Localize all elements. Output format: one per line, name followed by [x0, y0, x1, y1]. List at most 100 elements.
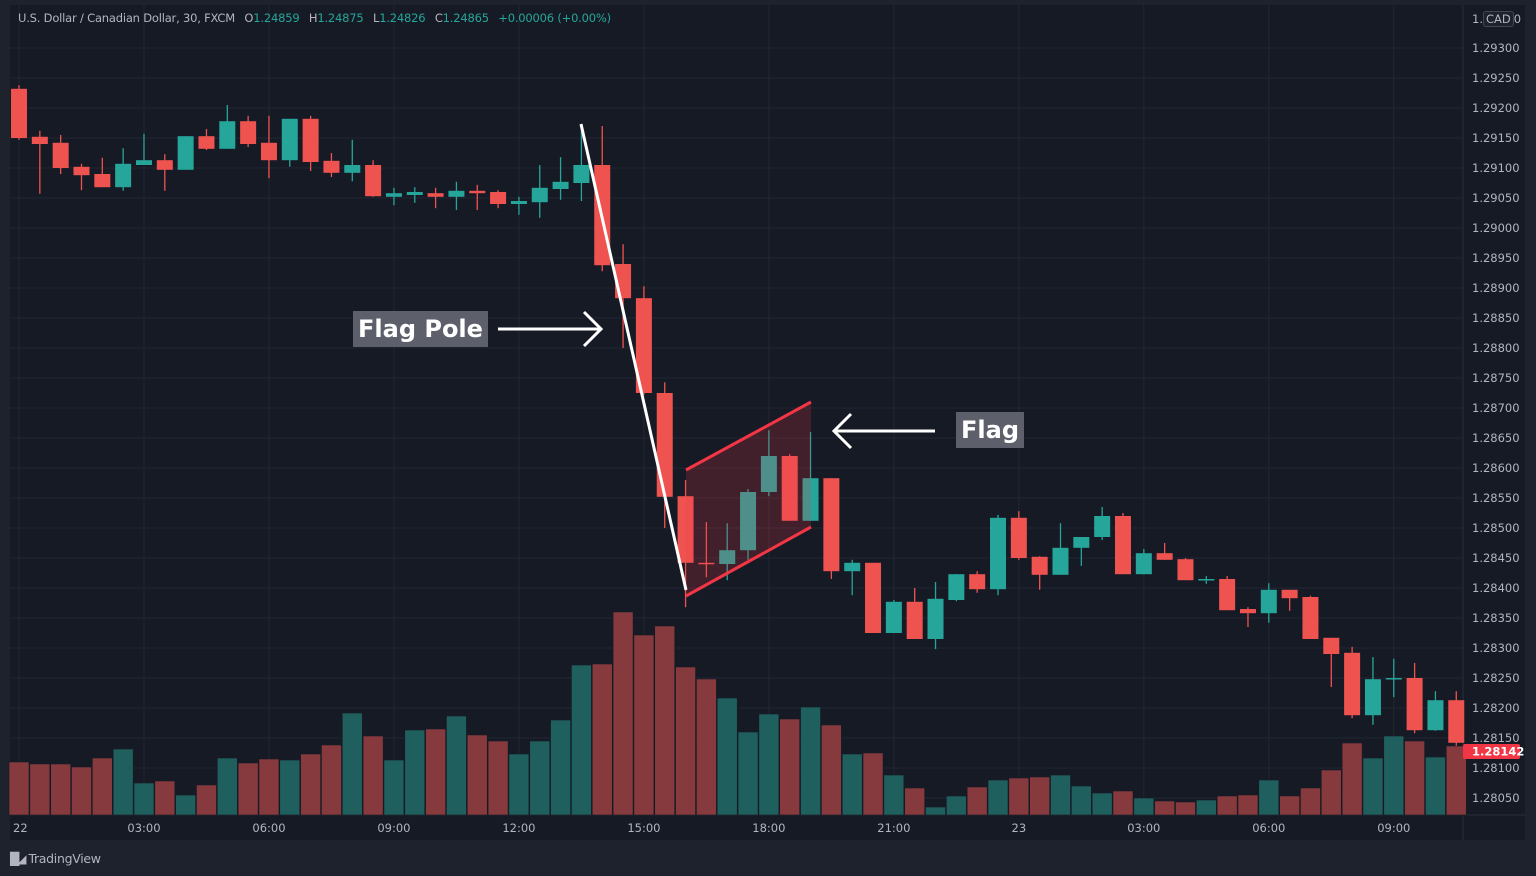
time-axis[interactable] [10, 815, 1463, 840]
candle-bullish[interactable] [385, 187, 402, 206]
candle-bearish[interactable] [635, 286, 652, 395]
volume-bar [196, 784, 217, 816]
candle-bullish[interactable] [948, 574, 965, 602]
candle-bearish[interactable] [1156, 543, 1173, 560]
currency-indicator[interactable]: 1. CAD 0 [1472, 11, 1521, 27]
candle-bearish[interactable] [1323, 637, 1340, 687]
volume-bar [862, 752, 884, 816]
volume-bar [966, 786, 988, 816]
flag-pole-label[interactable]: Flag Pole [353, 311, 488, 347]
candle-bearish[interactable] [365, 160, 382, 197]
symbol-legend[interactable]: U.S. Dollar / Canadian Dollar, 30, FXCM … [18, 11, 611, 25]
currency-badge[interactable]: CAD [1482, 11, 1514, 27]
flag-label[interactable]: Flag [956, 412, 1024, 448]
candle-bearish[interactable] [156, 154, 173, 191]
candle-bullish[interactable] [844, 559, 861, 596]
candle-body [510, 201, 527, 204]
candle-bearish[interactable] [94, 157, 111, 188]
candle-bullish[interactable] [885, 600, 902, 633]
candle-bearish[interactable] [52, 135, 69, 174]
candle-bearish[interactable] [469, 184, 486, 210]
candle-bearish[interactable] [781, 454, 798, 521]
candle-bearish[interactable] [1302, 595, 1319, 639]
candle-bullish[interactable] [1427, 691, 1444, 731]
candle-bullish[interactable] [531, 165, 548, 218]
candle-bearish[interactable] [698, 522, 715, 578]
time-tick-label: 06:00 [1252, 821, 1285, 835]
candle-bullish[interactable] [740, 489, 757, 560]
flag-upper-line[interactable] [685, 400, 812, 472]
candle-bullish[interactable] [927, 582, 944, 650]
candle-body [906, 601, 923, 639]
candle-bullish[interactable] [1364, 657, 1381, 725]
volume-bar [1216, 795, 1238, 816]
candle-bullish[interactable] [990, 514, 1007, 596]
candle-bearish[interactable] [656, 382, 673, 528]
candle-bullish[interactable] [1385, 658, 1402, 698]
tradingview-brand[interactable]: █◢ TradingView [10, 851, 101, 866]
candle-body [1364, 679, 1381, 716]
candle-bearish[interactable] [1010, 511, 1027, 560]
candle-bearish[interactable] [1177, 558, 1194, 581]
arrow-left-icon[interactable] [831, 412, 935, 450]
candle-bullish[interactable] [135, 133, 152, 165]
candle-bearish[interactable] [302, 115, 319, 171]
candle-bearish[interactable] [1219, 576, 1236, 611]
candle-bullish[interactable] [448, 181, 465, 210]
close-value: 1.24865 [442, 11, 489, 25]
symbol-title[interactable]: U.S. Dollar / Canadian Dollar, 30, FXCM [18, 11, 235, 25]
candle-bullish[interactable] [1260, 583, 1277, 623]
candle-bullish[interactable] [1094, 507, 1111, 540]
candle-bearish[interactable] [31, 130, 48, 194]
candle-bullish[interactable] [219, 105, 236, 149]
candle-bearish[interactable] [323, 153, 340, 177]
candle-bullish[interactable] [510, 196, 527, 215]
candle-bearish[interactable] [1448, 691, 1465, 746]
candle-bullish[interactable] [1135, 549, 1152, 575]
candle-bullish[interactable] [760, 430, 777, 497]
candle-bearish[interactable] [823, 478, 840, 579]
candle-bullish[interactable] [281, 118, 298, 167]
candle-bearish[interactable] [1031, 556, 1048, 590]
price-tick-label: 1.28200 [1472, 701, 1520, 715]
candle-bullish[interactable] [177, 136, 194, 170]
flag-drawing[interactable] [685, 400, 812, 598]
candle-bearish[interactable] [427, 187, 444, 209]
candle-bearish[interactable] [240, 115, 257, 147]
arrow-right-icon[interactable] [498, 310, 604, 348]
candle-bullish[interactable] [344, 139, 361, 182]
candle-bullish[interactable] [719, 523, 736, 581]
candle-bearish[interactable] [1239, 607, 1256, 627]
volume-bar [8, 761, 30, 816]
candle-bullish[interactable] [552, 157, 569, 200]
price-axis-labels: 1.29300 1.29250 1.29200 1.29150 1.29100 1.290… [1472, 41, 1520, 805]
candle-bearish[interactable] [1406, 663, 1423, 734]
candle-bearish[interactable] [1344, 646, 1361, 719]
flag-lower-line[interactable] [685, 525, 812, 598]
volume-bar [571, 664, 592, 816]
candle-body [260, 142, 277, 161]
candle-bearish[interactable] [969, 571, 986, 593]
price-axis[interactable] [1463, 5, 1525, 840]
candle-bullish[interactable] [1052, 523, 1069, 575]
volume-bar [821, 724, 842, 816]
candle-bearish[interactable] [198, 129, 215, 150]
candle-bullish[interactable] [802, 432, 819, 521]
candle-bearish[interactable] [1114, 513, 1131, 575]
candle-bearish[interactable] [906, 588, 923, 639]
flag-pole-line[interactable] [579, 123, 688, 591]
candle-bearish[interactable] [11, 85, 27, 140]
candle-bullish[interactable] [406, 187, 423, 203]
price-tick-label: 1.28150 [1472, 731, 1520, 745]
candle-bearish[interactable] [1281, 589, 1298, 611]
volume-bar [1279, 795, 1300, 816]
candle-bullish[interactable] [1198, 576, 1215, 584]
candle-bearish[interactable] [260, 115, 277, 179]
candle-bullish[interactable] [573, 124, 590, 201]
candle-bullish[interactable] [115, 148, 132, 191]
candle-bearish[interactable] [865, 562, 882, 633]
candle-bearish[interactable] [490, 190, 507, 209]
candle-bearish[interactable] [73, 163, 90, 191]
candle-bullish[interactable] [1073, 537, 1090, 566]
